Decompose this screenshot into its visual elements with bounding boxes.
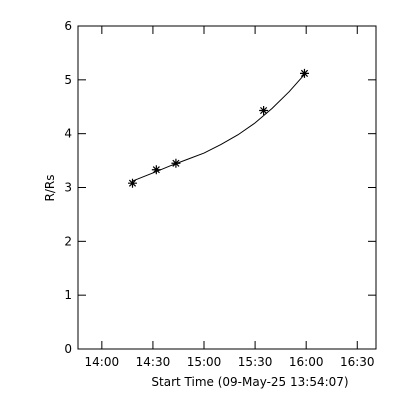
data-point: [299, 68, 309, 78]
x-axis-label: Start Time (09-May-25 13:54:07): [151, 375, 348, 389]
y-axis-label: R/Rs: [43, 175, 57, 202]
data-point: [259, 106, 269, 116]
x-tick-label: 16:00: [289, 355, 324, 369]
y-tick-label: 4: [64, 127, 72, 141]
y-tick-label: 5: [64, 73, 72, 87]
x-tick-label: 14:00: [85, 355, 120, 369]
y-tick-label: 1: [64, 288, 72, 302]
data-point: [151, 165, 161, 175]
y-tick-label: 3: [64, 181, 72, 195]
x-tick-label: 15:00: [187, 355, 222, 369]
data-point: [127, 178, 137, 188]
fit-line: [132, 74, 305, 182]
y-tick-label: 6: [64, 19, 72, 33]
x-tick-label: 15:30: [238, 355, 273, 369]
x-tick-label: 16:30: [340, 355, 375, 369]
y-tick-label: 2: [64, 234, 72, 248]
y-tick-label: 0: [64, 342, 72, 356]
x-tick-label: 14:30: [136, 355, 171, 369]
